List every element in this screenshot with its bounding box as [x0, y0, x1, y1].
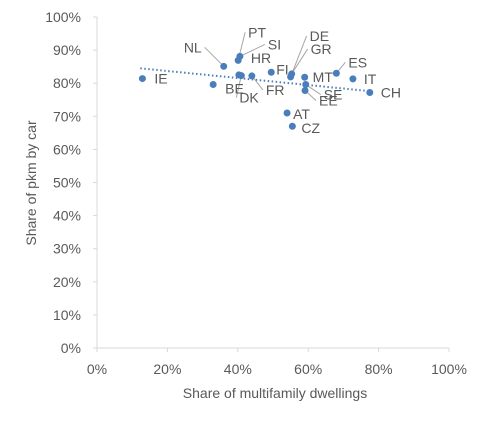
- point-label: FI: [276, 61, 288, 77]
- point-label: DK: [239, 90, 259, 106]
- data-point: [288, 70, 296, 78]
- data-point: [283, 109, 291, 117]
- data-point: [237, 72, 245, 80]
- x-tick-label: 40%: [224, 361, 252, 377]
- point-label: IE: [154, 71, 167, 87]
- data-point: [236, 52, 244, 60]
- y-tick-label: 70%: [53, 108, 81, 124]
- point-label: ES: [348, 54, 367, 70]
- point-label: BE: [225, 81, 244, 97]
- data-point: [220, 62, 228, 70]
- point-label: AT: [293, 106, 310, 122]
- leader-line: [204, 46, 225, 67]
- leader-line: [239, 43, 266, 57]
- point-label: HR: [251, 50, 271, 66]
- leader-line: [290, 35, 308, 78]
- point-label: CZ: [301, 120, 320, 136]
- leader-line: [235, 75, 242, 98]
- x-tick-label: 100%: [431, 361, 467, 377]
- data-point: [138, 75, 146, 83]
- point-label: IT: [364, 71, 377, 87]
- data-point: [267, 68, 275, 76]
- point-label: SI: [268, 36, 281, 52]
- x-tick-label: 0%: [87, 361, 107, 377]
- point-label: GR: [311, 41, 332, 57]
- data-point: [301, 73, 309, 81]
- point-label: MT: [313, 69, 334, 85]
- point-label: CH: [381, 84, 401, 100]
- y-tick-label: 30%: [53, 241, 81, 257]
- data-point: [349, 75, 357, 83]
- data-point: [301, 86, 309, 94]
- data-point: [288, 122, 296, 130]
- y-tick-label: 90%: [53, 42, 81, 58]
- point-label: EE: [319, 92, 338, 108]
- data-point: [332, 69, 340, 77]
- y-tick-label: 10%: [53, 307, 81, 323]
- y-tick-label: 40%: [53, 208, 81, 224]
- y-tick-label: 20%: [53, 274, 81, 290]
- point-label: DE: [310, 28, 329, 44]
- data-point: [366, 88, 374, 96]
- data-points: [138, 52, 374, 130]
- y-axis-title: Share of pkm by car: [23, 120, 39, 246]
- y-tick-label: 100%: [45, 9, 81, 25]
- data-point: [248, 72, 256, 80]
- x-tick-label: 60%: [294, 361, 322, 377]
- y-tick-label: 0%: [61, 340, 81, 356]
- point-label: SE: [324, 87, 343, 103]
- x-axis-title: Share of multifamily dwellings: [183, 385, 367, 401]
- x-tick-label: 20%: [153, 361, 181, 377]
- x-tick-label: 80%: [365, 361, 393, 377]
- point-label: FR: [266, 82, 285, 98]
- leader-line: [291, 48, 309, 75]
- point-label: NL: [184, 39, 202, 55]
- data-point: [209, 81, 217, 89]
- y-tick-label: 80%: [53, 75, 81, 91]
- axes: 0% 10% 20% 30% 40% 50% 60% 70% 80% 90% 100% 0% 20% 40…: [45, 9, 467, 377]
- y-tick-label: 60%: [53, 141, 81, 157]
- y-tick-label: 50%: [53, 175, 81, 191]
- data-point: [302, 81, 310, 89]
- point-label: PT: [248, 24, 266, 40]
